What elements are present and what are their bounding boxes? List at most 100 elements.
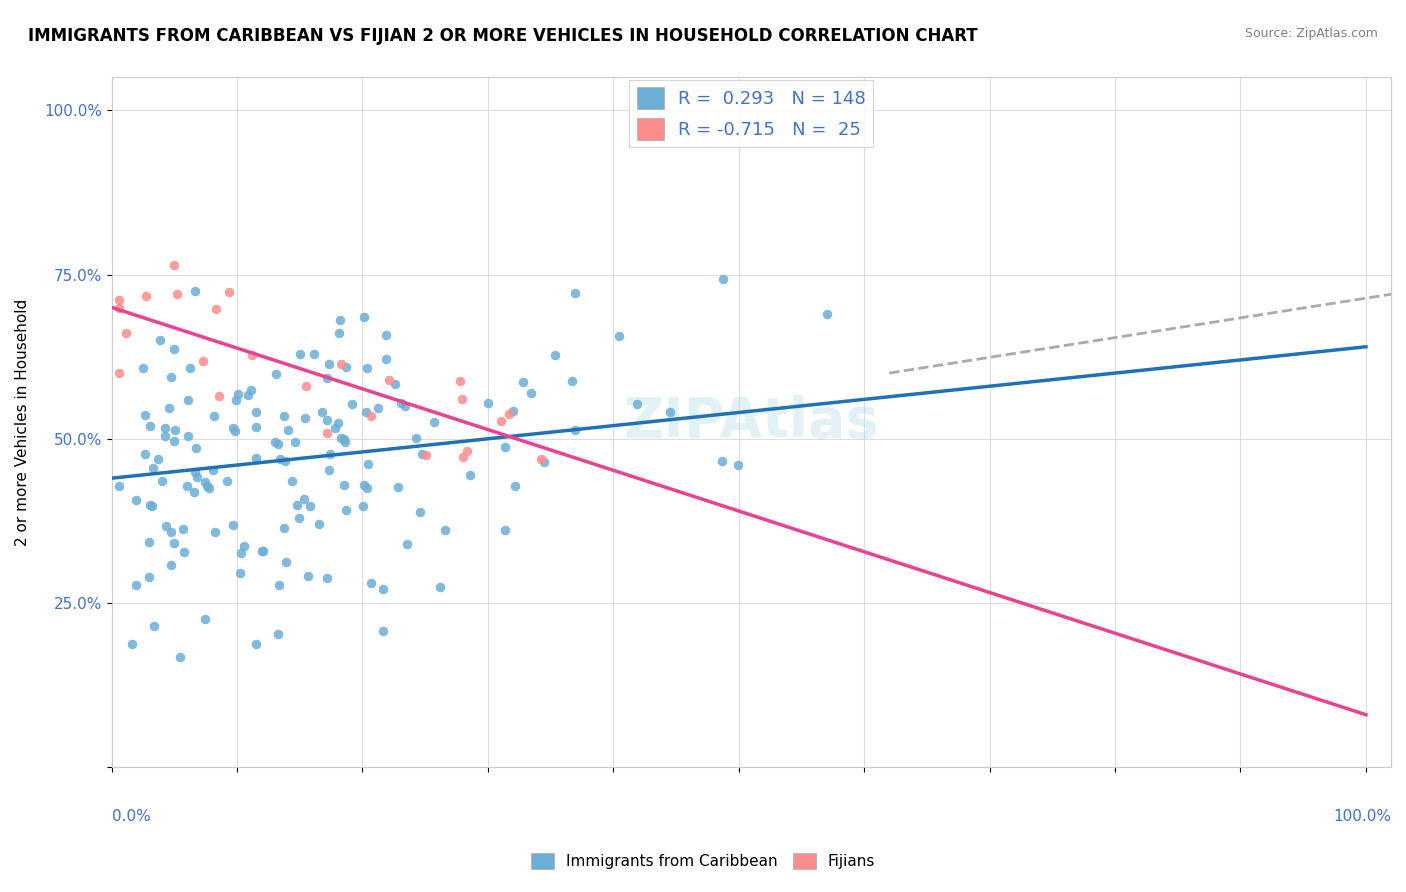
Point [396,536,419,550]
Point [315,571,337,585]
Point [378,373,401,387]
Point [373,582,395,597]
Point [273,521,295,535]
Point [163,423,186,437]
Point [374,351,396,366]
Point [153,421,176,435]
Point [297,568,319,582]
Legend: R =  0.293   N = 148, R = -0.715   N =  25: R = 0.293 N = 148, R = -0.715 N = 25 [630,79,873,147]
Point [323,421,346,435]
Point [294,411,316,425]
Point [405,431,427,445]
Point [295,379,318,393]
Point [356,457,378,471]
Point [176,479,198,493]
Point [233,540,256,554]
Point [489,414,512,428]
Point [315,371,337,385]
Point [530,452,553,467]
Point [221,421,243,435]
Point [195,479,218,493]
Point [561,374,583,388]
Text: 0.0%: 0.0% [111,809,150,823]
Point [266,368,288,382]
Point [494,440,516,454]
Point [169,649,191,664]
Point [302,347,325,361]
Point [267,627,290,641]
Point [389,396,412,410]
Point [172,522,194,536]
Point [245,451,267,466]
Point [318,447,340,461]
Point [335,503,357,517]
Point [308,517,330,532]
Point [208,389,231,403]
Point [340,397,363,411]
Point [326,417,349,431]
Point [288,511,311,525]
Point [194,612,217,626]
Point [155,519,177,533]
Y-axis label: 2 or more Vehicles in Household: 2 or more Vehicles in Household [15,299,30,546]
Point [329,313,352,327]
Point [711,454,734,468]
Point [429,580,451,594]
Point [134,408,156,422]
Point [146,452,169,467]
Point [318,463,340,477]
Point [273,409,295,423]
Point [494,523,516,537]
Point [177,429,200,443]
Point [335,435,357,450]
Point [224,424,246,438]
Point [131,361,153,376]
Point [281,474,304,488]
Point [150,474,173,488]
Point [149,333,172,347]
Point [138,570,160,584]
Point [332,433,354,447]
Point [186,470,208,484]
Point [498,407,520,421]
Point [245,637,267,651]
Point [277,423,299,437]
Point [329,357,352,371]
Point [108,293,131,307]
Point [160,524,183,539]
Point [460,468,482,483]
Text: 100.0%: 100.0% [1333,809,1391,823]
Point [141,499,163,513]
Point [134,447,156,461]
Point [658,405,681,419]
Point [316,426,339,441]
Point [153,428,176,442]
Text: Source: ZipAtlas.com: Source: ZipAtlas.com [1244,27,1378,40]
Point [125,492,148,507]
Point [354,405,377,419]
Point [238,388,260,402]
Point [163,434,186,448]
Point [202,409,225,424]
Point [284,434,307,449]
Point [269,452,291,467]
Point [166,286,188,301]
Point [353,310,375,325]
Point [222,518,245,533]
Point [186,441,208,455]
Point [311,405,333,419]
Point [564,285,586,300]
Point [139,498,162,512]
Point [520,386,543,401]
Point [503,479,526,493]
Point [456,443,478,458]
Point [711,272,734,286]
Point [267,437,290,451]
Point [543,348,565,362]
Point [184,284,207,298]
Point [415,448,437,462]
Point [328,326,350,340]
Point [240,348,263,362]
Point [225,393,247,408]
Point [184,465,207,479]
